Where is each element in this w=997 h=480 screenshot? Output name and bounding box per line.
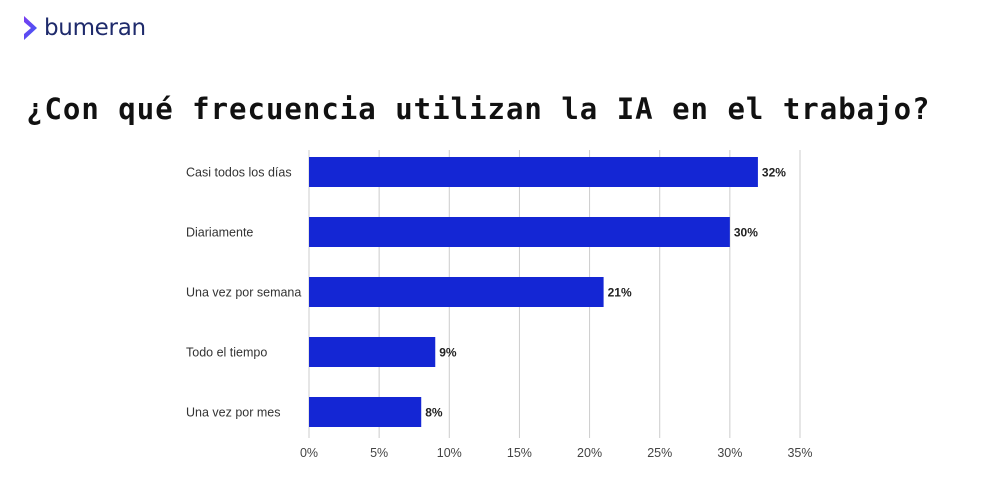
bar[interactable]	[309, 277, 604, 307]
x-tick-label: 35%	[787, 446, 812, 460]
bar[interactable]	[309, 157, 758, 187]
x-tick-label: 20%	[577, 446, 602, 460]
category-label: Diariamente	[186, 226, 253, 240]
bar[interactable]	[309, 397, 422, 427]
x-tick-label: 25%	[647, 446, 672, 460]
bars	[309, 157, 758, 427]
labels: 0% 5% 10% 15% 20% 25% 30% 35% Casi todos los día…	[186, 166, 813, 461]
x-tick-label: 10%	[437, 446, 462, 460]
category-label: Una vez por semana	[186, 286, 301, 300]
data-label: 9%	[439, 346, 457, 360]
data-label: 21%	[608, 286, 632, 300]
bar[interactable]	[309, 217, 730, 247]
data-label: 32%	[762, 166, 786, 180]
x-tick-label: 0%	[300, 446, 318, 460]
bumeran-logo-icon	[24, 16, 37, 40]
category-label: Una vez por mes	[186, 406, 280, 420]
brand-name: bumeran	[44, 15, 146, 41]
category-label: Todo el tiempo	[186, 346, 267, 360]
x-tick-label: 15%	[507, 446, 532, 460]
category-label: Casi todos los días	[186, 166, 292, 180]
x-tick-label: 5%	[370, 446, 388, 460]
x-tick-label: 30%	[717, 446, 742, 460]
data-label: 8%	[425, 406, 443, 420]
brand-logo[interactable]: bumeran	[22, 14, 146, 42]
chart-title: ¿Con qué frecuencia utilizan la IA en el…	[26, 92, 931, 126]
bar[interactable]	[309, 337, 436, 367]
data-label: 30%	[734, 226, 758, 240]
